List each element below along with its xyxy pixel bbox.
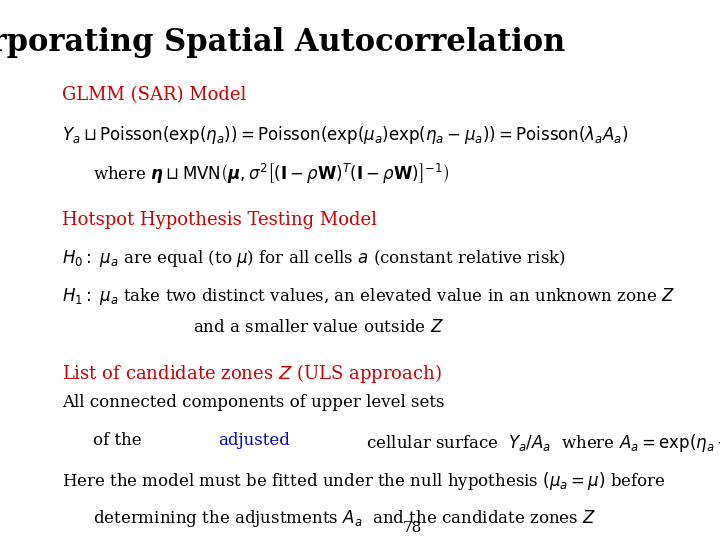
Text: of the: of the — [93, 432, 147, 449]
Text: List of candidate zones $Z$ (ULS approach): List of candidate zones $Z$ (ULS approac… — [62, 362, 441, 385]
Text: 78: 78 — [402, 521, 422, 535]
Text: $Y_a \sqcup \mathrm{Poisson}(\exp(\eta_a)) = \mathrm{Poisson}(\exp(\mu_a)\exp(\e: $Y_a \sqcup \mathrm{Poisson}(\exp(\eta_a… — [62, 124, 628, 146]
Text: where $\boldsymbol{\eta} \sqcup \mathrm{MVN}\left(\boldsymbol{\mu}, \sigma^2 \le: where $\boldsymbol{\eta} \sqcup \mathrm{… — [93, 162, 449, 186]
Text: Incorporating Spatial Autocorrelation: Incorporating Spatial Autocorrelation — [0, 27, 565, 58]
Text: $H_1:$ $\mu_a$ take two distinct values, an elevated value in an unknown zone $Z: $H_1:$ $\mu_a$ take two distinct values,… — [62, 286, 675, 307]
Text: GLMM (SAR) Model: GLMM (SAR) Model — [62, 86, 246, 104]
Text: adjusted: adjusted — [218, 432, 290, 449]
Text: All connected components of upper level sets: All connected components of upper level … — [62, 394, 444, 411]
Text: and a smaller value outside $Z$: and a smaller value outside $Z$ — [194, 319, 444, 335]
Text: cellular surface  $Y_a / A_a$  where $A_a = \exp(\eta_a - \mu)$: cellular surface $Y_a / A_a$ where $A_a … — [361, 432, 720, 454]
Text: Hotspot Hypothesis Testing Model: Hotspot Hypothesis Testing Model — [62, 211, 377, 228]
Text: Here the model must be fitted under the null hypothesis $(\mu_a{=}\mu)$ before: Here the model must be fitted under the … — [62, 470, 665, 492]
Text: $H_0:$ $\mu_a$ are equal (to $\mu$) for all cells $a$ (constant relative risk): $H_0:$ $\mu_a$ are equal (to $\mu$) for … — [62, 248, 566, 269]
Text: determining the adjustments $A_a$  and the candidate zones $Z$: determining the adjustments $A_a$ and th… — [93, 508, 596, 529]
